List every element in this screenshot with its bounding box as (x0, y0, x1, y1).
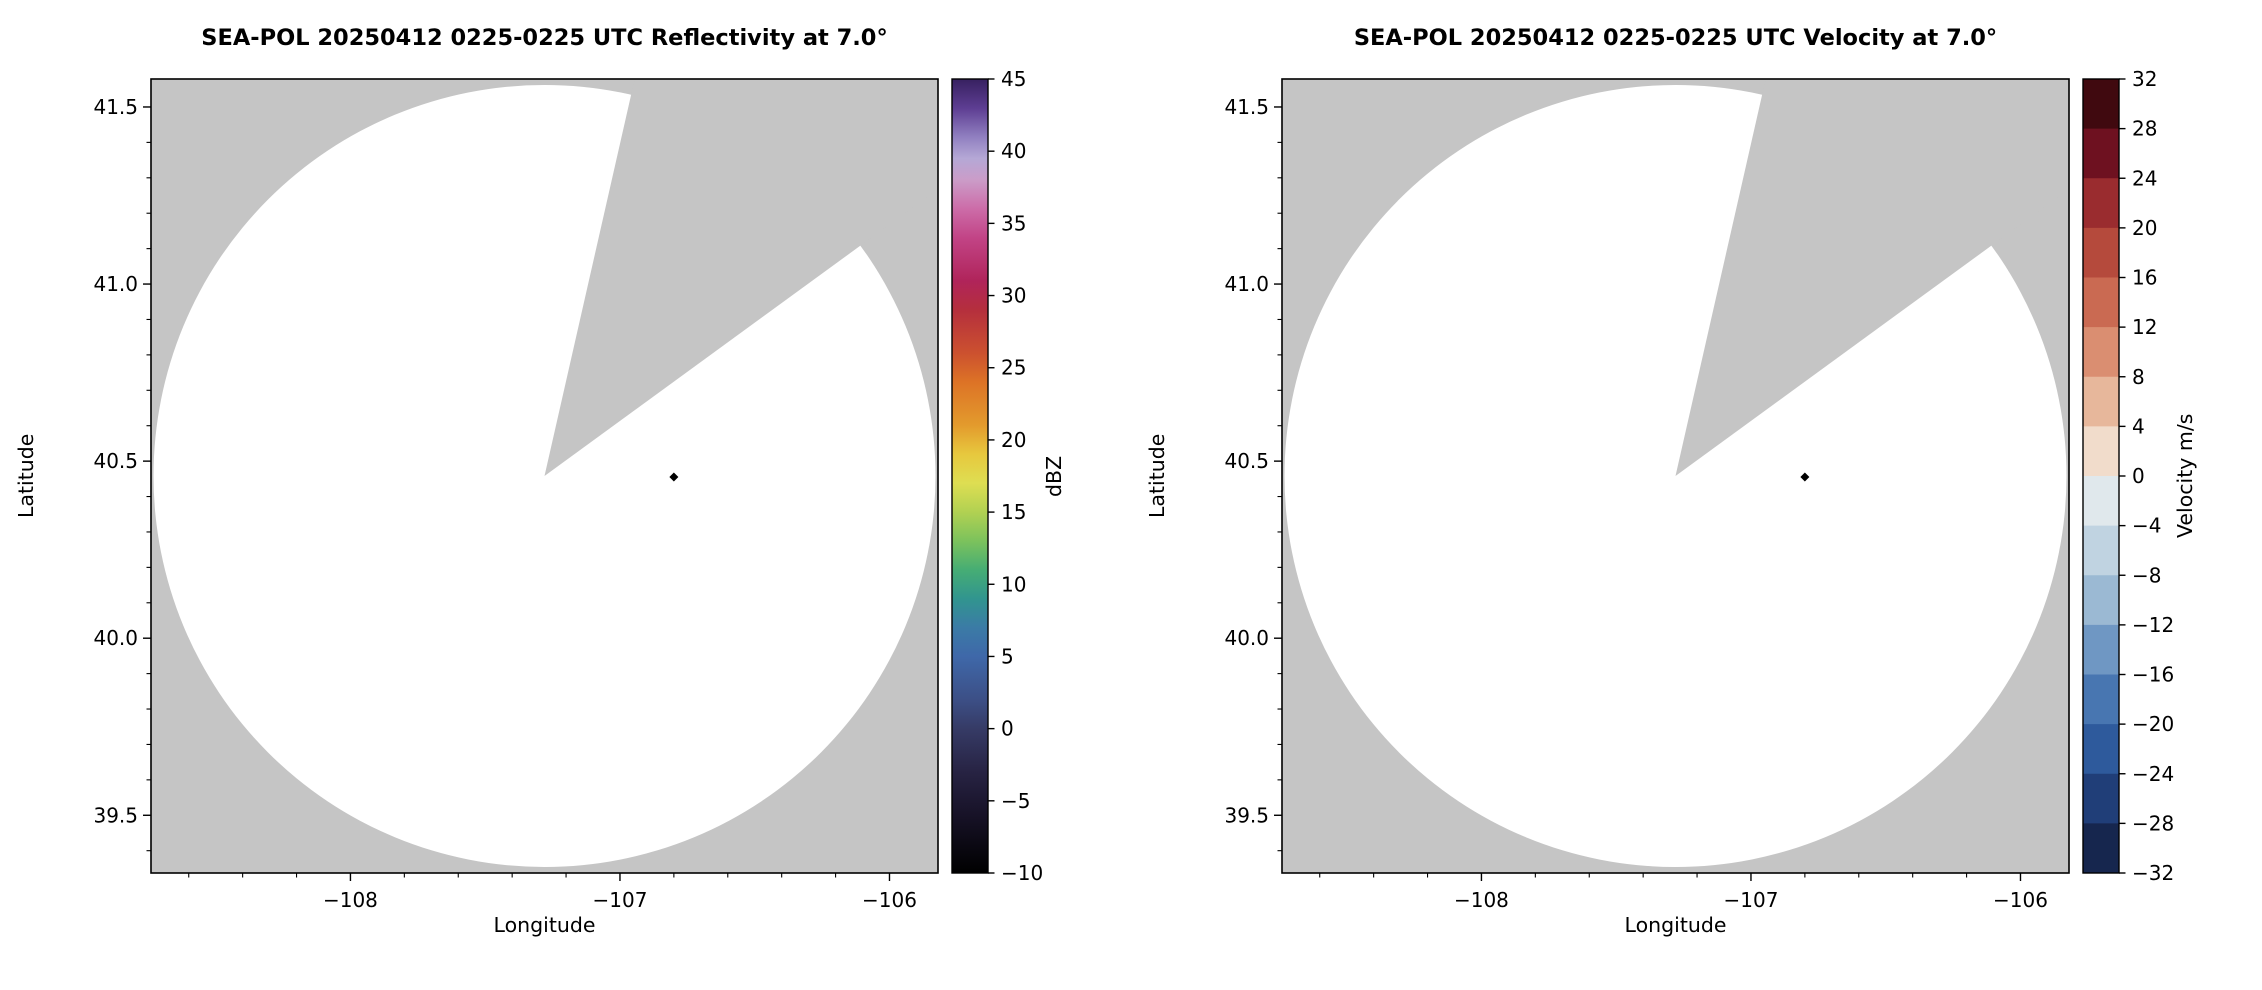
colorbar-tick-label: −4 (2132, 514, 2161, 538)
colorbar-tick-label: −8 (2132, 563, 2161, 587)
reflectivity-plot-canvas: −108 −107 −106 39.5 40.0 40.5 41.0 41.5 45 40 35 30… (93, 67, 1043, 912)
plot-frame (1281, 78, 2070, 874)
colorbar-tick-label: 35 (1001, 211, 1026, 235)
colorbar-gradient (952, 79, 988, 873)
colorbar-tick-label: 0 (2132, 464, 2145, 488)
colorbar-band (2083, 327, 2119, 378)
colorbar-tick-label: 45 (1001, 67, 1026, 91)
y-tick-label: 41.5 (1224, 95, 1269, 119)
colorbar-band (2083, 674, 2119, 725)
colorbar-band (2083, 575, 2119, 626)
colorbar-band (2083, 525, 2119, 576)
colorbar-tick-label: 12 (2132, 315, 2157, 339)
y-tick-label: 41.0 (1224, 272, 1269, 296)
panel-velocity: −108 −107 −106 39.5 40.0 40.5 41.0 41.5 32 28 24 20… (1131, 0, 2262, 990)
colorbar-tick-label: −5 (1001, 789, 1030, 813)
x-tick-label: −106 (1993, 888, 2048, 912)
colorbar-tick-label: 5 (1001, 644, 1014, 668)
y-tick-label: 40.5 (1224, 449, 1269, 473)
missing-sector-wedge (544, 79, 938, 476)
reflectivity-colorbar-label: dBZ (1042, 455, 1066, 497)
x-tick-label: −108 (323, 888, 378, 912)
y-tick-label: 40.5 (93, 449, 138, 473)
y-tick-label: 39.5 (93, 803, 138, 827)
colorbar-band (2083, 227, 2119, 278)
y-tick-label: 40.0 (1224, 626, 1269, 650)
colorbar-tick-label: −20 (2132, 712, 2174, 736)
y-tick-label: 41.0 (93, 272, 138, 296)
colorbar-tick-label: −28 (2132, 811, 2174, 835)
colorbar-tick-label: 4 (2132, 414, 2145, 438)
velocity-title: SEA-POL 20250412 0225-0225 UTC Velocity … (1353, 25, 1998, 51)
colorbar-band (2083, 773, 2119, 824)
colorbar-tick-label: 24 (2132, 166, 2157, 190)
colorbar-band (2083, 277, 2119, 328)
colorbar-tick-label: −10 (1001, 861, 1043, 885)
colorbar-tick-label: 32 (2132, 67, 2157, 91)
colorbar-band (2083, 128, 2119, 179)
x-tick-label: −107 (592, 888, 647, 912)
colorbar-tick-label: 16 (2132, 266, 2157, 290)
colorbar-tick-label: −32 (2132, 861, 2174, 885)
colorbar-tick-label: 15 (1001, 500, 1026, 524)
reflectivity-title: SEA-POL 20250412 0225-0225 UTC Reflectiv… (201, 25, 888, 51)
colorbar-tick-label: 30 (1001, 284, 1026, 308)
colorbar-band (2083, 178, 2119, 229)
colorbar-tick-label: 40 (1001, 139, 1026, 163)
colorbar-band (2083, 624, 2119, 675)
velocity-colorbar-label: Velocity m/s (2173, 413, 2197, 539)
colorbar-band (2083, 376, 2119, 427)
site-marker-diamond (669, 472, 679, 482)
x-tick-label: −107 (1723, 888, 1778, 912)
colorbar-tick-label: 10 (1001, 572, 1026, 596)
y-tick-label: 39.5 (1224, 803, 1269, 827)
reflectivity-x-axis-label: Longitude (493, 913, 596, 937)
colorbar-tick-label: −16 (2132, 663, 2174, 687)
colorbar-frame (951, 78, 989, 874)
colorbar-band (2083, 476, 2119, 527)
velocity-x-axis-label: Longitude (1624, 913, 1727, 937)
colorbar-band (2083, 724, 2119, 775)
x-tick-label: −106 (862, 888, 917, 912)
colorbar-band (2083, 823, 2119, 874)
y-tick-label: 41.5 (93, 95, 138, 119)
colorbar-tick-label: 20 (1001, 428, 1026, 452)
panel-reflectivity: −108 −107 −106 39.5 40.0 40.5 41.0 41.5 45 40 35 30… (14, 25, 1066, 937)
y-tick-label: 40.0 (93, 626, 138, 650)
colorbar-tick-label: −24 (2132, 762, 2174, 786)
colorbar-tick-label: −12 (2132, 613, 2174, 637)
colorbar-tick-label: 8 (2132, 365, 2145, 389)
missing-sector-wedge (1675, 79, 2069, 476)
colorbar-tick-label: 0 (1001, 717, 1014, 741)
colorbar-tick-label: 25 (1001, 356, 1026, 380)
velocity-y-axis-label: Latitude (1145, 433, 1169, 519)
velocity-plot-canvas: −108 −107 −106 39.5 40.0 40.5 41.0 41.5 32 28 24 20… (1224, 67, 2174, 912)
colorbar-band (2083, 79, 2119, 130)
reflectivity-y-axis-label: Latitude (14, 433, 38, 519)
x-tick-label: −108 (1454, 888, 1509, 912)
colorbar-tick-label: 28 (2132, 117, 2157, 141)
colorbar-tick-label: 20 (2132, 216, 2157, 240)
colorbar-band (2083, 426, 2119, 477)
site-marker-diamond (1800, 472, 1810, 482)
plot-frame (150, 78, 939, 874)
